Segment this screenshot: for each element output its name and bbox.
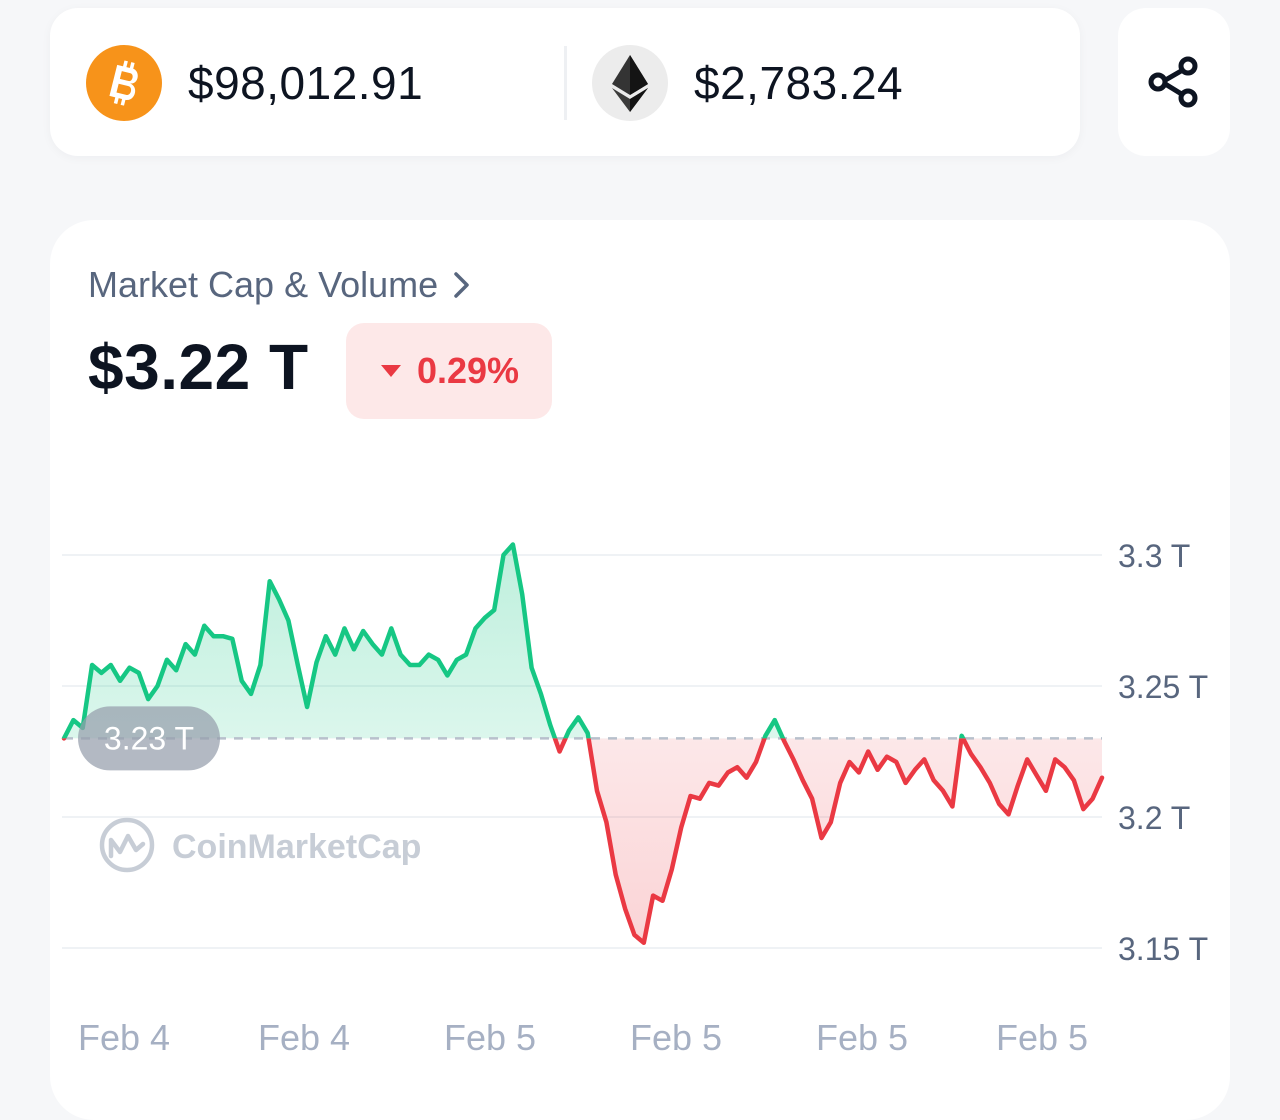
- x-tick-label: Feb 5: [816, 1017, 908, 1058]
- area-fill-up: [64, 544, 1102, 739]
- bitcoin-icon: [86, 45, 162, 121]
- share-button[interactable]: [1118, 8, 1230, 156]
- market-cap-card: Market Cap & Volume $3.22 T 0.29%: [50, 220, 1230, 1120]
- section-title-text: Market Cap & Volume: [88, 264, 439, 305]
- eth-price: $2,783.24: [694, 57, 904, 109]
- triangle-down-icon: [379, 363, 403, 379]
- baseline-label: 3.23 T: [104, 720, 194, 756]
- coinmarketcap-watermark: CoinMarketCap: [99, 817, 421, 873]
- market-cap-chart: CoinMarketCap 3.3 T 3.25 T 3.2 T 3.15 T Feb …: [61, 538, 1208, 1058]
- change-badge: 0.29%: [346, 323, 552, 419]
- area-fill-down: [554, 738, 1102, 943]
- series-line-up: [61, 542, 966, 739]
- btc-ticker[interactable]: $98,012.91: [86, 45, 423, 121]
- share-icon: [1148, 56, 1198, 108]
- x-tick-label: Feb 5: [444, 1017, 536, 1058]
- x-tick-label: Feb 5: [996, 1017, 1088, 1058]
- coinmarketcap-logo-icon: [99, 817, 155, 873]
- chevron-right-icon: [452, 270, 472, 300]
- ethereum-icon: [592, 45, 668, 121]
- market-cap-link[interactable]: Market Cap & Volume: [88, 264, 472, 306]
- watermark-text: CoinMarketCap: [172, 828, 421, 866]
- baseline-pill: [78, 706, 220, 771]
- eth-ticker[interactable]: $2,783.24: [592, 45, 903, 121]
- y-tick-label: 3.3 T: [1118, 538, 1190, 574]
- ticker-card: $98,012.91 $2,783.24: [50, 8, 1080, 156]
- ticker-divider: [564, 46, 567, 120]
- series-line-down: [61, 738, 1105, 946]
- btc-price: $98,012.91: [188, 57, 424, 109]
- y-tick-label: 3.15 T: [1118, 931, 1208, 967]
- x-tick-label: Feb 4: [258, 1017, 350, 1058]
- y-tick-label: 3.25 T: [1118, 669, 1208, 705]
- x-tick-label: Feb 4: [78, 1017, 170, 1058]
- market-cap-value: $3.22 T: [88, 331, 309, 403]
- y-tick-label: 3.2 T: [1118, 800, 1190, 836]
- x-tick-label: Feb 5: [630, 1017, 722, 1058]
- change-percent: 0.29%: [416, 350, 520, 391]
